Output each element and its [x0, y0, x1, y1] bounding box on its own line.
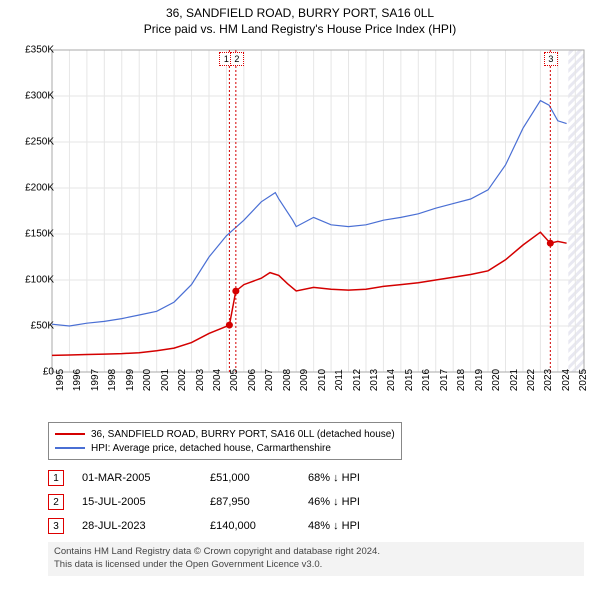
legend: 36, SANDFIELD ROAD, BURRY PORT, SA16 0LL…: [48, 422, 402, 460]
x-axis-tick-label: 2001: [160, 369, 171, 391]
callout-row: 3 28-JUL-2023 £140,000 48% ↓ HPI: [48, 514, 388, 538]
x-axis-tick-label: 2016: [421, 369, 432, 391]
x-axis-tick-label: 2022: [526, 369, 537, 391]
callout-hpi: 68% ↓ HPI: [308, 472, 388, 484]
legend-item-hpi: HPI: Average price, detached house, Carm…: [55, 441, 395, 455]
x-axis-tick-label: 2025: [578, 369, 589, 391]
callout-price: £140,000: [210, 520, 290, 532]
y-axis-tick-label: £250K: [8, 137, 54, 148]
callout-date: 15-JUL-2005: [82, 496, 192, 508]
x-axis-tick-label: 2019: [474, 369, 485, 391]
x-axis-tick-label: 2011: [334, 369, 345, 391]
callout-number-box: 1: [48, 470, 64, 486]
y-axis-tick-label: £200K: [8, 183, 54, 194]
x-axis-tick-label: 2008: [282, 369, 293, 391]
y-axis-tick-label: £0: [8, 367, 54, 378]
x-axis-tick-label: 1996: [72, 369, 83, 391]
x-axis-tick-label: 2005: [229, 369, 240, 391]
x-axis-tick-label: 2010: [317, 369, 328, 391]
callout-date: 01-MAR-2005: [82, 472, 192, 484]
chart-title-address: 36, SANDFIELD ROAD, BURRY PORT, SA16 0LL: [0, 6, 600, 20]
x-axis-tick-label: 2003: [195, 369, 206, 391]
chart-title-subtitle: Price paid vs. HM Land Registry's House …: [0, 22, 600, 36]
x-axis-tick-label: 1995: [55, 369, 66, 391]
chart-plot-area: 123: [48, 46, 588, 376]
x-axis-tick-label: 2024: [561, 369, 572, 391]
y-axis-tick-label: £300K: [8, 91, 54, 102]
x-axis-tick-label: 2018: [456, 369, 467, 391]
callout-price: £87,950: [210, 496, 290, 508]
x-axis-tick-label: 2009: [299, 369, 310, 391]
y-axis-tick-label: £150K: [8, 229, 54, 240]
attribution-footer: Contains HM Land Registry data © Crown c…: [48, 542, 584, 576]
chart-marker-label: 3: [544, 52, 558, 66]
x-axis-tick-label: 2017: [439, 369, 450, 391]
legend-label: 36, SANDFIELD ROAD, BURRY PORT, SA16 0LL…: [91, 429, 395, 440]
legend-swatch: [55, 433, 85, 435]
x-axis-tick-label: 2021: [509, 369, 520, 391]
legend-item-property: 36, SANDFIELD ROAD, BURRY PORT, SA16 0LL…: [55, 427, 395, 441]
callout-table: 1 01-MAR-2005 £51,000 68% ↓ HPI 2 15-JUL…: [48, 466, 388, 538]
chart-marker-label: 2: [230, 52, 244, 66]
x-axis-tick-label: 2020: [491, 369, 502, 391]
callout-date: 28-JUL-2023: [82, 520, 192, 532]
footer-line: Contains HM Land Registry data © Crown c…: [54, 546, 578, 559]
x-axis-tick-label: 1999: [125, 369, 136, 391]
x-axis-tick-label: 2004: [212, 369, 223, 391]
legend-label: HPI: Average price, detached house, Carm…: [91, 443, 331, 454]
callout-hpi: 46% ↓ HPI: [308, 496, 388, 508]
x-axis-tick-label: 2002: [177, 369, 188, 391]
callout-row: 2 15-JUL-2005 £87,950 46% ↓ HPI: [48, 490, 388, 514]
callout-price: £51,000: [210, 472, 290, 484]
footer-line: This data is licensed under the Open Gov…: [54, 559, 578, 572]
callout-number-box: 3: [48, 518, 64, 534]
x-axis-tick-label: 2015: [404, 369, 415, 391]
x-axis-tick-label: 2014: [386, 369, 397, 391]
x-axis-tick-label: 1998: [107, 369, 118, 391]
y-axis-tick-label: £50K: [8, 321, 54, 332]
callout-number-box: 2: [48, 494, 64, 510]
x-axis-tick-label: 2012: [352, 369, 363, 391]
y-axis-tick-label: £100K: [8, 275, 54, 286]
callout-row: 1 01-MAR-2005 £51,000 68% ↓ HPI: [48, 466, 388, 490]
line-chart-svg: [48, 46, 588, 376]
x-axis-tick-label: 1997: [90, 369, 101, 391]
x-axis-tick-label: 2023: [543, 369, 554, 391]
callout-hpi: 48% ↓ HPI: [308, 520, 388, 532]
x-axis-tick-label: 2000: [142, 369, 153, 391]
legend-swatch: [55, 447, 85, 449]
y-axis-tick-label: £350K: [8, 45, 54, 56]
x-axis-tick-label: 2013: [369, 369, 380, 391]
x-axis-tick-label: 2007: [264, 369, 275, 391]
x-axis-tick-label: 2006: [247, 369, 258, 391]
